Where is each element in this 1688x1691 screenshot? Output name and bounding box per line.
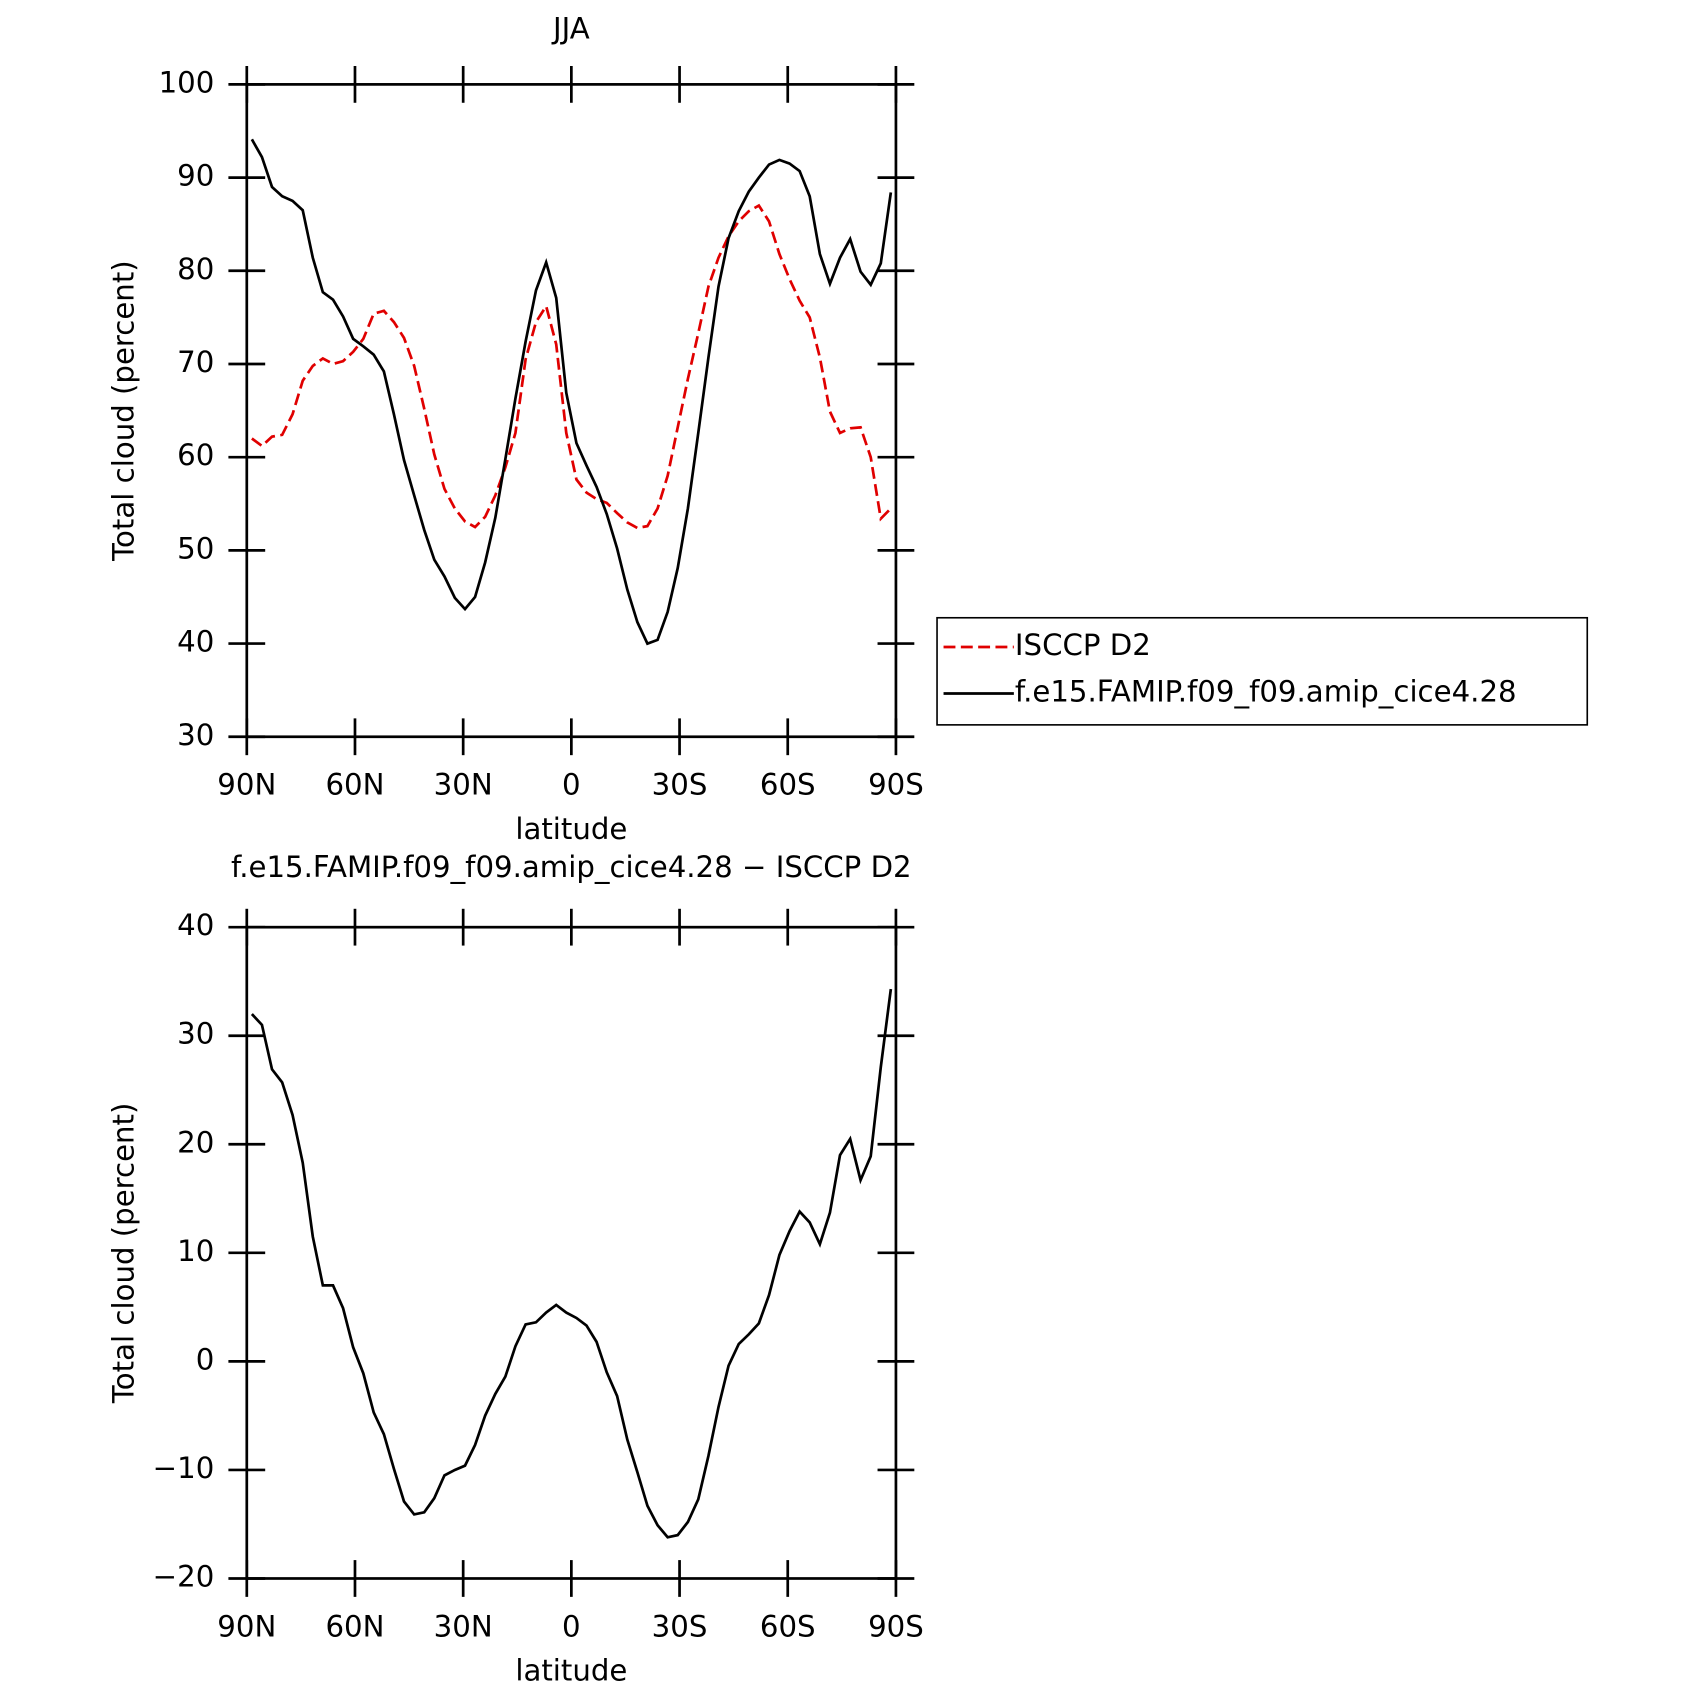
x-tick-label: 0	[562, 768, 581, 802]
y-tick-label: 80	[177, 252, 214, 286]
y-tick-label: 100	[159, 65, 215, 99]
x-tick-label: 30N	[434, 1609, 493, 1643]
x-tick-label: 60S	[760, 1609, 816, 1643]
x-tick-label: 60N	[325, 1609, 384, 1643]
data-line	[251, 203, 892, 530]
y-axis-label: Total cloud (percent)	[107, 1103, 141, 1405]
legend-label: ISCCP D2	[1015, 628, 1151, 662]
x-axis-label: latitude	[515, 812, 627, 846]
y-tick-label: 60	[177, 438, 214, 472]
y-tick-label: −20	[153, 1559, 215, 1593]
x-tick-label: 30S	[652, 768, 708, 802]
chart-title: JJA	[551, 11, 590, 45]
y-tick-label: 40	[177, 625, 214, 659]
y-tick-label: 0	[196, 1342, 215, 1376]
y-tick-label: 20	[177, 1125, 214, 1159]
x-tick-label: 0	[562, 1609, 581, 1643]
x-tick-label: 30S	[652, 1609, 708, 1643]
y-tick-label: 30	[177, 1017, 214, 1051]
y-tick-label: 50	[177, 531, 214, 565]
x-tick-label: 60S	[760, 768, 816, 802]
y-tick-label: 90	[177, 159, 214, 193]
x-axis-label: latitude	[515, 1654, 627, 1688]
x-tick-label: 60N	[325, 768, 384, 802]
x-tick-label: 90S	[868, 1609, 924, 1643]
data-line	[250, 138, 893, 646]
y-tick-label: −10	[153, 1451, 215, 1485]
x-tick-label: 90N	[217, 768, 276, 802]
y-tick-label: 70	[177, 345, 214, 379]
y-tick-label: 40	[177, 908, 214, 942]
y-axis-label: Total cloud (percent)	[107, 260, 141, 561]
legend-label: f.e15.FAMIP.f09_f09.amip_cice4.28	[1015, 674, 1517, 708]
plot-frame	[245, 925, 898, 1580]
y-tick-label: 10	[177, 1234, 214, 1268]
chart-title: f.e15.FAMIP.f09_f09.amip_cice4.28 − ISCC…	[231, 850, 912, 884]
x-tick-label: 90S	[868, 768, 924, 802]
data-line	[250, 988, 893, 1539]
y-tick-label: 30	[177, 718, 214, 752]
legend-box	[936, 616, 1589, 726]
x-tick-label: 30N	[434, 768, 493, 802]
plot-frame	[245, 83, 898, 739]
x-tick-label: 90N	[217, 1609, 276, 1643]
